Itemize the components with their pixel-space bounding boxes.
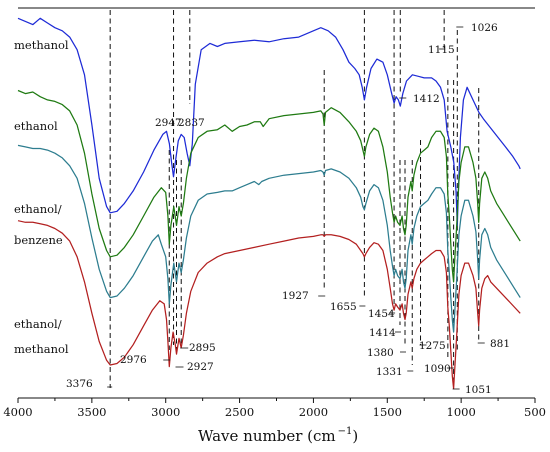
x-tick-label: 4000	[3, 405, 32, 419]
series-line-ethanol	[17, 89, 521, 283]
x-tick-label: 3000	[151, 405, 180, 419]
spectra	[17, 17, 521, 390]
peak-label-1115: 1115	[428, 44, 455, 56]
x-axis: 4000 3500 3000 2500 2000 1500 1000 500	[3, 7, 546, 419]
peak-label-3376: 3376	[66, 378, 93, 390]
x-tick-label: 500	[524, 405, 546, 419]
sample-label-ethanol: ethanol	[14, 119, 58, 133]
sample-label-ethanol-methanol-line1: ethanol/	[14, 317, 62, 331]
peak-leader-lines	[107, 26, 485, 390]
peak-label-1412: 1412	[413, 93, 440, 105]
peak-label-2976: 2976	[120, 354, 147, 366]
peak-label-1051: 1051	[465, 384, 492, 396]
x-axis-title-main: Wave number (cm	[198, 427, 336, 445]
peak-guide-lines	[109, 10, 480, 388]
x-axis-title-unit: −1	[338, 426, 353, 437]
peak-label-1026: 1026	[471, 22, 498, 34]
x-tick-label: 2000	[299, 405, 328, 419]
series-line-methanol	[17, 17, 521, 227]
series-line-ethanol-benzene	[17, 144, 521, 333]
x-tick-label: 1000	[447, 405, 476, 419]
peak-label-1927: 1927	[282, 290, 309, 302]
peak-label-1090: 1090	[424, 363, 451, 375]
series-line-ethanol-methanol	[17, 220, 521, 390]
x-tick-label: 1500	[373, 405, 402, 419]
x-axis-title-close: )	[352, 427, 358, 445]
peak-label-2927: 2927	[187, 361, 214, 373]
x-tick-label: 2500	[225, 405, 254, 419]
sample-label-methanol: methanol	[14, 38, 69, 52]
sample-label-ethanol-benzene-line2: benzene	[14, 233, 63, 247]
peak-label-881: 881	[490, 338, 510, 350]
peak-label-2947: 2947	[155, 117, 182, 129]
peak-label-2895: 2895	[189, 342, 216, 354]
peak-label-1275: 1275	[419, 340, 446, 352]
x-tick-label: 3500	[77, 405, 106, 419]
x-axis-title: Wave number (cm −1)	[198, 426, 358, 445]
peak-label-2837: 2837	[178, 117, 205, 129]
sample-label-ethanol-methanol-line2: methanol	[14, 342, 69, 356]
peak-label-1380: 1380	[367, 347, 394, 359]
peak-label-1655: 1655	[330, 301, 357, 313]
peak-label-1331: 1331	[376, 366, 403, 378]
peak-label-1454: 1454	[368, 308, 395, 320]
sample-label-ethanol-benzene-line1: ethanol/	[14, 202, 62, 216]
peak-label-1414: 1414	[369, 327, 396, 339]
